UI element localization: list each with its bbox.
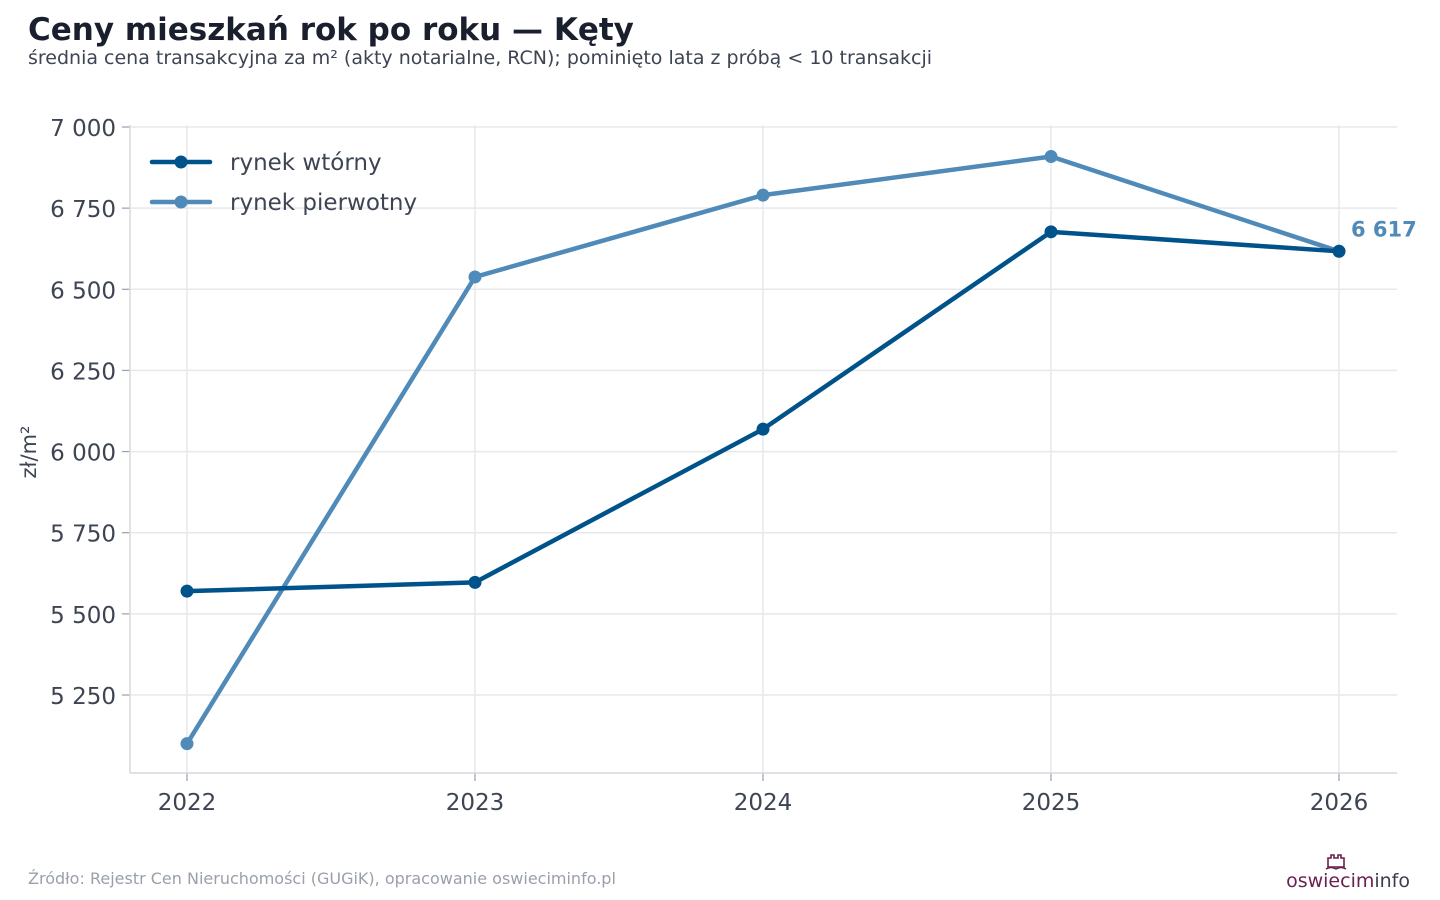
data-point	[756, 422, 770, 436]
y-tick-label: 6 500	[50, 278, 116, 304]
brand-logo: oswieciminfo	[1270, 850, 1410, 894]
y-tick-label: 5 500	[50, 603, 116, 629]
chart-subtitle: średnia cena transakcyjna za m² (akty no…	[28, 47, 933, 69]
legend-label: rynek pierwotny	[230, 190, 417, 216]
logo-wordmark: oswieciminfo	[1286, 870, 1410, 892]
chart-title: Ceny mieszkań rok po roku — Kęty	[28, 12, 634, 48]
y-tick-label: 6 750	[50, 197, 116, 223]
x-tick-label: 2023	[446, 790, 505, 816]
data-point	[1332, 244, 1346, 258]
legend-marker	[174, 195, 188, 209]
y-tick-label: 6 000	[50, 441, 116, 467]
logo-wordmark-part1: oswiecim	[1286, 870, 1375, 892]
legend-marker	[174, 155, 188, 169]
source-note: Źródło: Rejestr Cen Nieruchomości (GUGiK…	[28, 869, 616, 888]
data-point	[1044, 225, 1058, 239]
data-point	[756, 188, 770, 202]
y-tick-label: 7 000	[50, 116, 116, 142]
y-axis-label: zł/m²	[17, 426, 41, 479]
x-tick-label: 2025	[1022, 790, 1081, 816]
data-point	[180, 737, 194, 751]
end-value-label: 6 617	[1351, 217, 1417, 241]
x-tick-label: 2026	[1310, 790, 1369, 816]
y-tick-label: 5 750	[50, 522, 116, 548]
x-tick-label: 2022	[158, 790, 217, 816]
y-tick-label: 5 250	[50, 684, 116, 710]
data-point	[468, 575, 482, 589]
x-tick-label: 2024	[734, 790, 793, 816]
y-tick-label: 6 250	[50, 359, 116, 385]
legend-label: rynek wtórny	[230, 150, 382, 176]
castle-icon	[1325, 854, 1347, 870]
data-point	[180, 584, 194, 598]
data-point	[1044, 150, 1058, 164]
data-point	[468, 270, 482, 284]
logo-wordmark-part2: info	[1374, 870, 1410, 892]
